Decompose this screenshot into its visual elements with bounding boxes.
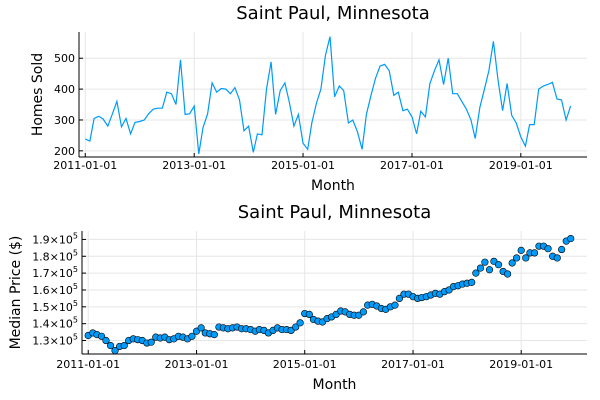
x-axis-label: Month bbox=[311, 178, 355, 194]
y-tick-label: 1.4×105 bbox=[32, 316, 78, 331]
median-price-point bbox=[517, 246, 525, 254]
median-price-point bbox=[102, 336, 110, 345]
y-tick-label: 1.3×105 bbox=[32, 333, 78, 348]
chart-title: Saint Paul, Minnesota bbox=[238, 202, 431, 223]
median-price-point bbox=[544, 245, 552, 253]
median-price-point bbox=[111, 347, 119, 355]
y-tick-label: 200 bbox=[54, 145, 75, 158]
x-tick-label: 2019-01-01 bbox=[489, 159, 553, 172]
median-price-point bbox=[567, 234, 575, 243]
chart-title: Saint Paul, Minnesota bbox=[236, 3, 429, 24]
x-tick-label: 2013-01-01 bbox=[162, 159, 226, 172]
x-tick-label: 2019-01-01 bbox=[489, 358, 553, 371]
homes-sold-line bbox=[85, 36, 572, 154]
median-price-point bbox=[481, 258, 489, 266]
x-tick-label: 2013-01-01 bbox=[165, 358, 229, 371]
median-price-point bbox=[296, 319, 304, 327]
median-price-point bbox=[292, 323, 300, 331]
median-price-point bbox=[197, 324, 205, 332]
median-price-point bbox=[147, 338, 155, 346]
median-price-point bbox=[558, 245, 566, 254]
median-price-point bbox=[97, 332, 106, 340]
median-price-point bbox=[485, 266, 494, 274]
y-tick-label: 300 bbox=[54, 114, 75, 127]
median-price-point bbox=[395, 294, 404, 302]
x-tick-label: 2011-01-01 bbox=[56, 358, 120, 371]
y-tick-label: 400 bbox=[54, 83, 75, 96]
median-price-point bbox=[468, 278, 476, 286]
median-price-point bbox=[391, 301, 399, 309]
y-tick-label: 1.7×105 bbox=[32, 265, 78, 280]
median-price-point bbox=[503, 270, 512, 278]
y-tick-label: 1.6×105 bbox=[32, 282, 78, 297]
x-tick-label: 2015-01-01 bbox=[271, 159, 335, 172]
x-tick-label: 2011-01-01 bbox=[53, 159, 117, 172]
median-price-point bbox=[472, 269, 480, 277]
median-price-point bbox=[553, 254, 561, 262]
median-price-point bbox=[106, 341, 115, 350]
y-axis-label: Median Price ($) bbox=[8, 236, 24, 350]
x-tick-label: 2017-01-01 bbox=[380, 159, 444, 172]
y-tick-label: 1.5×105 bbox=[32, 299, 78, 314]
median-price-point bbox=[522, 254, 530, 262]
median-price-point bbox=[210, 331, 218, 339]
x-tick-label: 2015-01-01 bbox=[273, 358, 337, 371]
median-price-point bbox=[476, 264, 485, 272]
median-price-point bbox=[120, 341, 128, 350]
median-price-point bbox=[305, 310, 313, 319]
x-tick-label: 2017-01-01 bbox=[381, 358, 445, 371]
median-price-point bbox=[188, 332, 196, 340]
y-tick-label: 1.8×105 bbox=[32, 248, 78, 263]
median-price-point bbox=[508, 259, 516, 267]
x-axis-label: Month bbox=[313, 377, 357, 393]
y-axis-label: Homes Sold bbox=[30, 53, 46, 136]
y-tick-label: 500 bbox=[54, 52, 75, 65]
median-price-point bbox=[359, 308, 367, 316]
median-price-point bbox=[513, 254, 521, 262]
median-price-point bbox=[530, 249, 539, 257]
y-tick-label: 1.9×105 bbox=[32, 231, 78, 246]
median-price-point bbox=[494, 261, 503, 269]
chart-panel-2: 2011-01-01 2013-01-01 2015-01-01 2017-01-01… bbox=[8, 202, 587, 393]
chart-panel-1: 2011-01-01 2013-01-01 2015-01-01 2017-01-01… bbox=[30, 3, 587, 194]
